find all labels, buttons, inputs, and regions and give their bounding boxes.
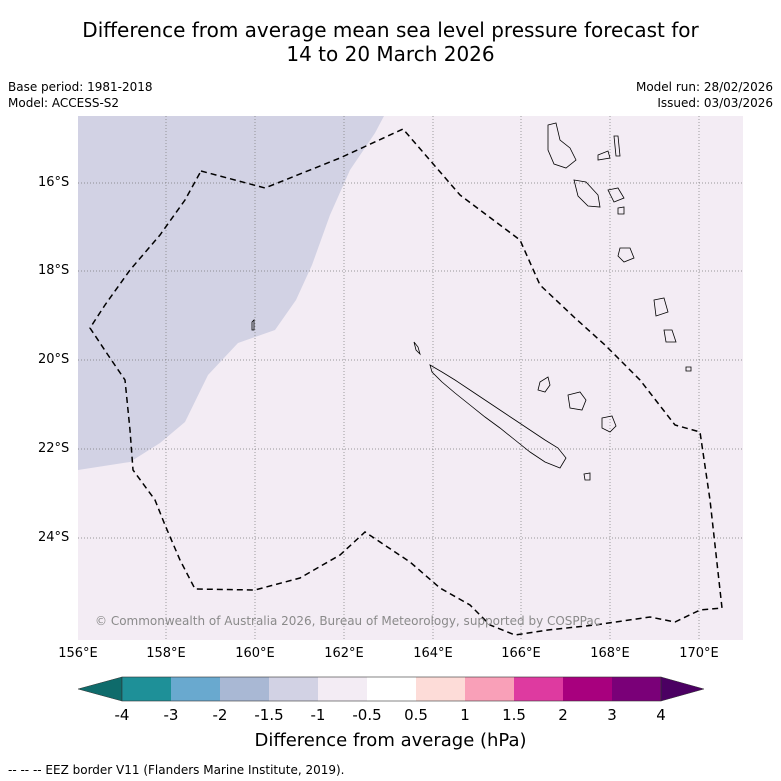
pentecost-ambrym-outline [607, 187, 625, 203]
colorbar-title: Difference from average (hPa) [254, 730, 527, 751]
meta-right: Model run: 28/02/2026 Issued: 03/03/2026 [636, 79, 773, 111]
epi-outline [617, 206, 625, 215]
lifou-outline [567, 391, 587, 411]
colorbar-bin-2-to-3 [563, 677, 612, 701]
gridlines [78, 116, 743, 640]
ambae-outline [597, 150, 611, 161]
mare-outline [601, 415, 617, 433]
issued-date: Issued: 03/03/2026 [657, 96, 773, 110]
tanna-outline [663, 329, 677, 343]
title-line-2: 14 to 20 March 2026 [286, 42, 495, 66]
colorbar-bin--3-to--2 [171, 677, 220, 701]
colorbar-bin--4-to--3 [122, 677, 171, 701]
anomaly-region-minus-1.5-to-minus-1 [78, 116, 384, 470]
lon-label-158e: 158°E [146, 646, 186, 661]
lon-label-166e: 166°E [501, 646, 541, 661]
lat-label-20s: 20°S [38, 352, 70, 367]
eez-legend-note: -- -- -- EEZ border V11 (Flanders Marine… [8, 763, 345, 777]
lat-label-16s: 16°S [38, 175, 70, 190]
lon-label-162e: 162°E [324, 646, 364, 661]
lon-label-168e: 168°E [590, 646, 630, 661]
ouvea-outline [537, 376, 551, 393]
isle-of-pines-outline [583, 472, 591, 481]
colorbar-label: 3 [607, 706, 617, 724]
model-name: Model: ACCESS-S2 [8, 96, 120, 110]
lat-label-18s: 18°S [38, 263, 70, 278]
base-period: Base period: 1981-2018 [8, 80, 153, 94]
colorbar [77, 676, 705, 702]
efate-outline [617, 247, 635, 263]
espiritu-santo-outline [547, 122, 577, 169]
meta-left: Base period: 1981-2018 Model: ACCESS-S2 [8, 79, 153, 111]
colorbar-label: 1.5 [502, 706, 526, 724]
colorbar-label: 1 [460, 706, 470, 724]
lon-label-156e: 156°E [58, 646, 98, 661]
vanuatu-islands [547, 122, 692, 372]
colorbar-label: 0.5 [404, 706, 428, 724]
lon-label-160e: 160°E [235, 646, 275, 661]
belep-islands-outline [413, 341, 421, 356]
lat-label-22s: 22°S [38, 441, 70, 456]
colorbar-bin-1-to-1.5 [465, 677, 514, 701]
colorbar-label: -3 [163, 706, 179, 724]
title-line-1: Difference from average mean sea level p… [82, 18, 699, 42]
copyright-notice: © Commonwealth of Australia 2026, Bureau… [95, 614, 601, 628]
maewo-outline [613, 135, 621, 157]
colorbar-bin--1.5-to--1 [269, 677, 318, 701]
colorbar-label: 4 [656, 706, 666, 724]
colorbar-label: -2 [212, 706, 228, 724]
model-run: Model run: 28/02/2026 [635, 80, 773, 94]
lon-label-170e: 170°E [679, 646, 719, 661]
malakula-outline [573, 179, 601, 208]
colorbar-extend-high [660, 676, 705, 702]
colorbar-bin-1.5-to-2 [514, 677, 563, 701]
erromango-outline [653, 297, 669, 317]
colorbar-bin-3-to-4 [612, 677, 661, 701]
aneityum-outline [685, 366, 692, 372]
colorbar-bin--1-to--0.5 [318, 677, 367, 701]
colorbar-outline [121, 676, 662, 702]
new-caledonia-coastline [429, 364, 567, 469]
lat-label-24s: 24°S [38, 530, 70, 545]
colorbar-extend-low [77, 676, 123, 702]
lon-label-164e: 164°E [413, 646, 453, 661]
colorbar-bin--2-to--1.5 [220, 677, 269, 701]
islet-outline [251, 319, 255, 331]
colorbar-bin-0.5-to-1 [416, 677, 465, 701]
colorbar-label: 2 [558, 706, 568, 724]
colorbar-label: -4 [114, 706, 130, 724]
colorbar-bin--0.5-to-0.5 [367, 677, 416, 701]
chart-title: Difference from average mean sea level p… [0, 18, 781, 66]
colorbar-label: -1 [310, 706, 326, 724]
colorbar-label: -0.5 [352, 706, 382, 724]
colorbar-label: -1.5 [254, 706, 284, 724]
